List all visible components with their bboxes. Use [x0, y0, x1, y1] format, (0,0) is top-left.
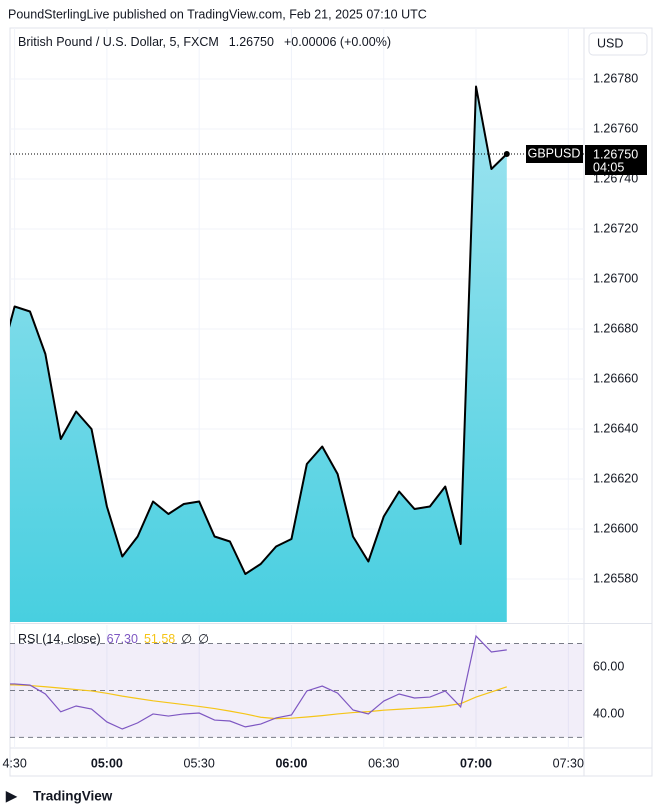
rsi-title: RSI (14, close)	[18, 632, 101, 646]
rsi-value: 67.30	[107, 632, 138, 646]
x-tick-label: 05:00	[91, 756, 123, 770]
rsi-symbol: ∅	[181, 632, 192, 646]
countdown: 04:05	[593, 160, 624, 174]
symbol: GBPUSD	[528, 146, 581, 160]
chart-title: British Pound / U.S. Dollar, 5, FXCM	[18, 35, 219, 49]
y-tick-label: 1.26580	[593, 571, 638, 585]
rsi-line	[10, 684, 507, 720]
x-tick-label: 05:30	[184, 756, 215, 770]
x-tick-label: 06:30	[368, 756, 399, 770]
y-tick-label: 60.00	[593, 659, 624, 673]
y-tick-label: 40.00	[593, 706, 624, 720]
logo: ▶	[5, 788, 18, 804]
x-tick-label: 07:00	[460, 756, 492, 770]
y-tick-label: 1.26640	[593, 421, 638, 435]
y-tick-label: 1.26600	[593, 521, 638, 535]
currency-box[interactable]	[588, 32, 648, 56]
price-pane	[10, 28, 584, 622]
y-tick-label: 1.26620	[593, 471, 638, 485]
change: +0.00006 (+0.00%)	[284, 35, 391, 49]
x-tick-label: 07:30	[553, 756, 584, 770]
y-tick-label: 1.26700	[593, 271, 638, 285]
last-point	[503, 151, 510, 157]
footer: TradingView	[33, 789, 113, 804]
price-tag-label: 1.26750	[593, 147, 638, 161]
x-tick-label: 4:30	[2, 756, 26, 770]
rsi-legend: RSI (14, close) 67.30 51.58 ∅ ∅	[18, 632, 209, 646]
rsi-pane	[10, 625, 584, 748]
publisher: PoundSterlingLive published on TradingVi…	[8, 7, 427, 21]
y-tick-label: 1.26780	[593, 71, 638, 85]
rsi-symbol: ∅	[198, 632, 209, 646]
price-line	[10, 85, 508, 575]
chart-title: British Pound / U.S. Dollar, 5, FXCM 1.26…	[18, 35, 391, 49]
y-tick-label: 1.26680	[593, 321, 638, 335]
last-price: 1.26750	[229, 35, 274, 49]
area-fill	[10, 86, 507, 622]
rsi-line	[10, 634, 507, 730]
currency: USD	[597, 36, 623, 50]
y-tick-label: 1.26720	[593, 221, 638, 235]
symbol-tag	[526, 145, 583, 163]
y-tick-label: 1.26760	[593, 121, 638, 135]
x-tick-label: 06:00	[275, 756, 307, 770]
price-tag	[585, 145, 647, 175]
rsi-value: 51.58	[144, 632, 175, 646]
y-tick-label: 1.26660	[593, 371, 638, 385]
